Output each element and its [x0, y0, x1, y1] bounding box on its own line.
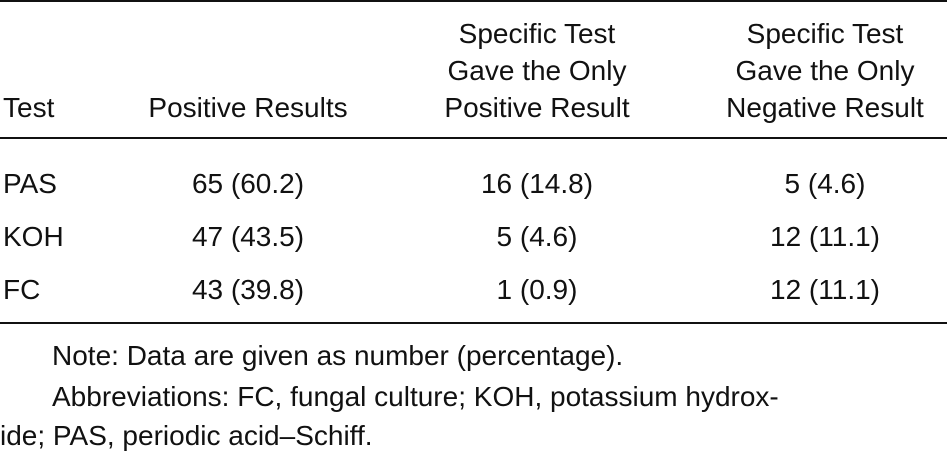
- note: ide; PAS, periodic acid–Schiff.: [0, 420, 373, 451]
- header-cell: Specific Test: [458, 18, 616, 49]
- cell: 5 (4.6): [784, 168, 866, 199]
- header-rule: [0, 137, 947, 139]
- header-cell: Test: [3, 92, 55, 123]
- cell: 47 (43.5): [191, 221, 305, 252]
- cell: FC: [3, 274, 41, 305]
- header-cell: Gave the Only: [735, 55, 915, 86]
- note: Note: Data are given as number (percenta…: [52, 340, 624, 371]
- header-cell: Specific Test: [746, 18, 904, 49]
- cell: PAS: [3, 168, 57, 199]
- header-cell: Positive Results: [148, 92, 348, 123]
- top-rule: [0, 0, 947, 2]
- note: Abbreviations: FC, fungal culture; KOH, …: [52, 381, 779, 412]
- cell: 5 (4.6): [496, 221, 578, 252]
- cell: 12 (11.1): [770, 221, 880, 252]
- header-cell: Positive Result: [444, 92, 630, 123]
- cell: 65 (60.2): [191, 168, 305, 199]
- cell: 16 (14.8): [480, 168, 594, 199]
- cell: KOH: [3, 221, 64, 252]
- cell: 1 (0.9): [496, 274, 578, 305]
- bottom-rule: [0, 322, 947, 324]
- header-cell: Negative Result: [726, 92, 924, 123]
- cell: 43 (39.8): [191, 274, 305, 305]
- header-cell: Gave the Only: [447, 55, 627, 86]
- cell: 12 (11.1): [770, 274, 880, 305]
